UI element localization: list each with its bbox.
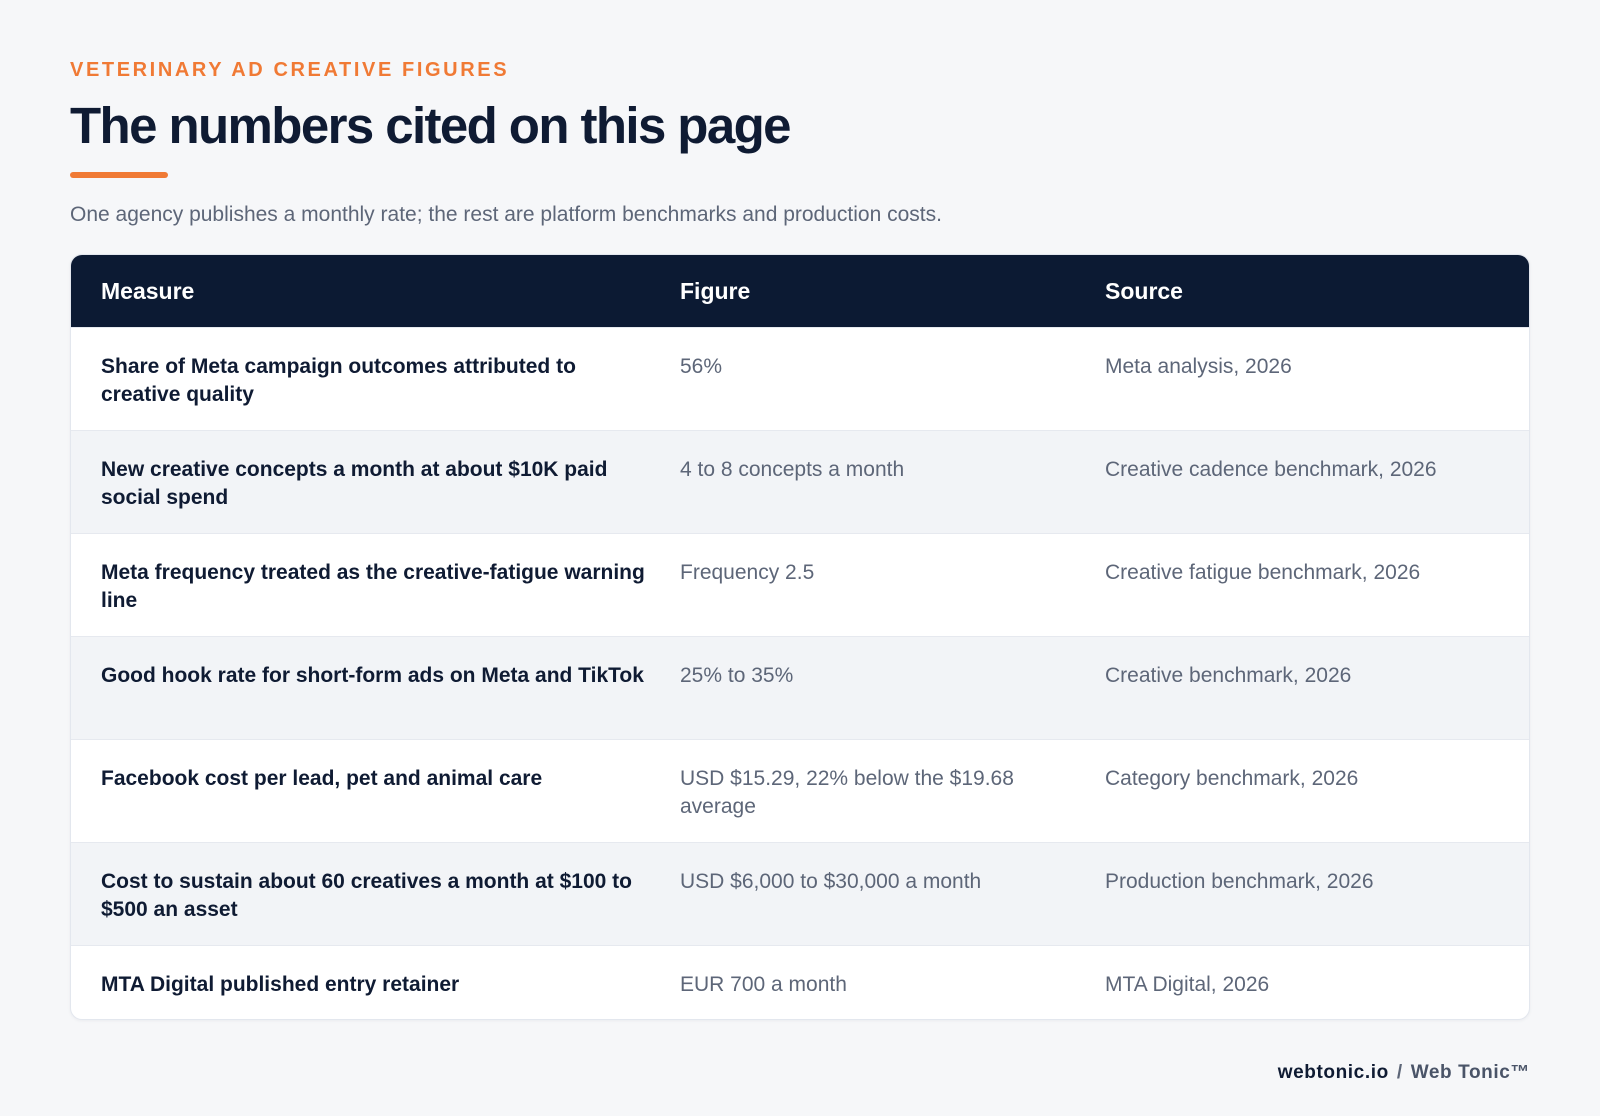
footer-brand: Web Tonic™ [1410, 1062, 1530, 1083]
table-row: New creative concepts a month at about $… [71, 430, 1529, 533]
cell-source: Creative benchmark, 2026 [1105, 664, 1352, 687]
footer-separator: / [1396, 1062, 1403, 1083]
page-title: The numbers cited on this page [70, 97, 792, 154]
cell-measure: Meta frequency treated as the creative-f… [101, 561, 645, 612]
cell-source: Category benchmark, 2026 [1105, 767, 1359, 790]
column-header-figure: Figure [680, 278, 751, 304]
table-row: Facebook cost per lead, pet and animal c… [71, 739, 1529, 842]
table-row: MTA Digital published entry retainer EUR… [71, 945, 1529, 1019]
cell-source: Production benchmark, 2026 [1105, 870, 1374, 893]
cell-figure: 56% [680, 355, 723, 378]
cell-measure: Share of Meta campaign outcomes attribut… [101, 355, 576, 406]
cell-figure: 25% to 35% [680, 664, 794, 687]
footer-credit: webtonic.io / Web Tonic™ [1278, 1062, 1530, 1084]
column-header-measure: Measure [101, 278, 195, 304]
title-accent-bar [70, 172, 168, 178]
footer-domain-link[interactable]: webtonic.io [1277, 1062, 1389, 1083]
cell-measure: Facebook cost per lead, pet and animal c… [101, 767, 543, 790]
cell-source: Creative fatigue benchmark, 2026 [1105, 561, 1421, 584]
eyebrow-label: VETERINARY AD CREATIVE FIGURES [70, 59, 510, 81]
cell-measure: Good hook rate for short-form ads on Met… [101, 664, 644, 687]
cell-figure: EUR 700 a month [680, 973, 847, 996]
column-header-source: Source [1105, 278, 1183, 304]
cell-source: Creative cadence benchmark, 2026 [1105, 458, 1437, 481]
cell-measure: MTA Digital published entry retainer [101, 973, 460, 996]
table-header: Measure Figure Source [71, 255, 1529, 327]
figures-table: Measure Figure Source Share of Meta camp… [70, 254, 1530, 1020]
cell-figure: USD $6,000 to $30,000 a month [680, 870, 982, 893]
cell-measure: New creative concepts a month at about $… [101, 458, 608, 509]
table-row: Cost to sustain about 60 creatives a mon… [71, 842, 1529, 945]
cell-figure: 4 to 8 concepts a month [680, 458, 905, 481]
table-row: Meta frequency treated as the creative-f… [71, 533, 1529, 636]
cell-measure: Cost to sustain about 60 creatives a mon… [101, 870, 632, 921]
cell-source: MTA Digital, 2026 [1105, 973, 1270, 996]
cell-source: Meta analysis, 2026 [1105, 355, 1292, 378]
cell-figure: Frequency 2.5 [680, 561, 815, 584]
table-row: Good hook rate for short-form ads on Met… [71, 636, 1529, 739]
cell-figure: USD $15.29, 22% below the $19.68 average [680, 767, 1014, 818]
table-row: Share of Meta campaign outcomes attribut… [71, 327, 1529, 430]
page-subtitle: One agency publishes a monthly rate; the… [70, 203, 942, 226]
